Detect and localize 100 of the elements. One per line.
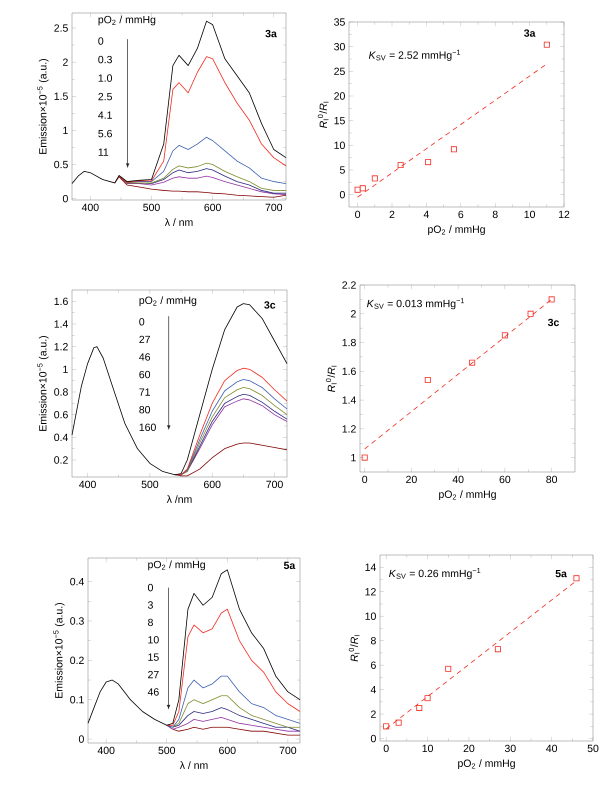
annotation: 0	[139, 318, 144, 326]
y-tick-label: 2	[351, 310, 356, 318]
point	[398, 162, 404, 168]
x-tick-label: 60	[500, 476, 510, 484]
point	[360, 185, 366, 192]
y-tick-label: 0.2	[70, 656, 84, 664]
annotation: pO$_{2}$ / mmHg	[98, 16, 156, 26]
annotation: 71	[139, 388, 150, 396]
x-tick-label: 600	[204, 480, 221, 488]
x-tick-label: 600	[204, 204, 221, 212]
y-tick-label: 0	[370, 734, 376, 742]
annotation: 46	[148, 688, 159, 696]
x-tick-label: 400	[82, 204, 99, 212]
y-axis-title: R$_{I}$$^{0}$/R$_{I}$	[348, 635, 360, 662]
point	[502, 332, 508, 338]
text: 3a	[524, 29, 536, 37]
y-tick-label: 5	[340, 166, 345, 174]
y-tick-label: 2	[371, 710, 376, 718]
point	[424, 695, 431, 702]
x-tick-label: 700	[266, 480, 283, 488]
annotation: 27	[148, 670, 159, 678]
point	[573, 575, 580, 582]
text: 3c	[548, 318, 559, 326]
x-tick-label: 30	[504, 744, 516, 752]
y-axis-title: R$_{I}$$^{0}$/R$_{I}$	[326, 366, 337, 392]
annotation: K$_{SV}$ = 0.26 mmHg$^{−1}$	[389, 568, 480, 580]
point	[416, 704, 422, 711]
x-tick-label: 10	[524, 210, 536, 218]
y-axis-title: R$_{I}$$^{0}$/R$_{I}$	[318, 102, 329, 128]
x-axis-title: λ / nm	[180, 761, 208, 769]
x-tick-label: 400	[79, 480, 96, 488]
text: 3a	[265, 30, 277, 38]
y-tick-label: 2.2	[342, 281, 356, 289]
y-tick-label: 0.4	[70, 578, 84, 586]
x-tick-label: 600	[219, 746, 236, 754]
point	[544, 42, 550, 48]
annotation: 160	[140, 424, 156, 431]
y-tick-label: 8	[370, 636, 376, 644]
y-tick-label: 1.4	[342, 396, 356, 404]
y-tick-label: 1.4	[54, 320, 68, 328]
y-tick-label: 0.6	[54, 410, 68, 418]
y-tick-label: 1	[63, 366, 68, 373]
x-axis-title: pO$_{2}$ / mmHg	[458, 759, 515, 770]
x-tick-label: 500	[158, 746, 176, 754]
point	[469, 360, 476, 366]
y-tick-label: 0	[78, 735, 84, 743]
x-axis-title: pO$_{2}$ / mmHg	[428, 225, 485, 236]
y-tick-label: 35	[334, 18, 345, 26]
y-tick-label: 2.5	[54, 24, 68, 32]
annotation: 11	[98, 148, 108, 156]
y-tick-label: 6	[371, 661, 376, 669]
x-tick-label: 80	[546, 476, 558, 484]
y-tick-label: 0.5	[54, 160, 68, 168]
x-tick-label: 400	[98, 746, 114, 754]
point	[424, 376, 431, 383]
point	[354, 186, 361, 193]
x-tick-label: 2	[390, 210, 394, 218]
x-tick-label: 8	[492, 210, 498, 218]
y-axis-title: Emission×10$^{−5}$ (a.u.)	[37, 58, 49, 154]
y-tick-label: 1	[63, 126, 68, 134]
y-tick-label: 1.6	[342, 368, 356, 376]
y-tick-label: 20	[334, 92, 345, 100]
x-axis-title: λ / nm	[164, 218, 193, 226]
y-tick-label: 1	[351, 454, 356, 462]
annotation: 27	[139, 336, 150, 344]
annotation: 2.5	[98, 92, 112, 100]
x-axis-title: λ /nm	[166, 495, 192, 503]
x-tick-label: 6	[458, 210, 464, 218]
point	[383, 723, 390, 730]
point	[548, 296, 555, 302]
x-tick-label: 0	[384, 744, 389, 752]
x-tick-label: 40	[546, 744, 558, 752]
x-tick-label: 20	[406, 476, 417, 484]
annotation: K$_{SV}$ = 0.013 mmHg$^{−1}$	[366, 298, 464, 310]
chart-title: 5a	[284, 562, 296, 570]
y-tick-label: 0.3	[70, 617, 84, 625]
line-series	[166, 608, 300, 726]
annotation: pO$_{2}$ / mmHg	[140, 296, 196, 306]
point	[396, 720, 402, 726]
y-tick-label: 0.4	[54, 434, 68, 442]
annotation: 0.3	[98, 56, 112, 64]
y-tick-label: 1.6	[54, 298, 68, 306]
y-tick-label: 15	[334, 117, 345, 124]
annotation: 4.1	[98, 112, 112, 119]
y-tick-label: 10	[365, 612, 376, 620]
annotation: 0	[148, 584, 153, 592]
x-tick-label: 10	[422, 744, 433, 752]
y-tick-label: 0.2	[54, 456, 68, 464]
y-tick-label: 1.5	[54, 92, 68, 100]
y-tick-label: 12	[365, 588, 376, 596]
y-tick-label: 1.2	[54, 343, 68, 350]
y-axis-title: Emission×10$^{−5}$ (a.u.)	[53, 602, 65, 698]
x-tick-label: 700	[266, 204, 282, 212]
annotation: 0	[98, 37, 104, 45]
annotation: 3	[148, 601, 153, 609]
x-tick-label: 700	[280, 746, 296, 754]
y-tick-label: 0.1	[70, 696, 84, 704]
y-tick-label: 25	[334, 68, 345, 76]
y-tick-label: 4	[370, 686, 376, 694]
annotation: 46	[139, 353, 150, 361]
